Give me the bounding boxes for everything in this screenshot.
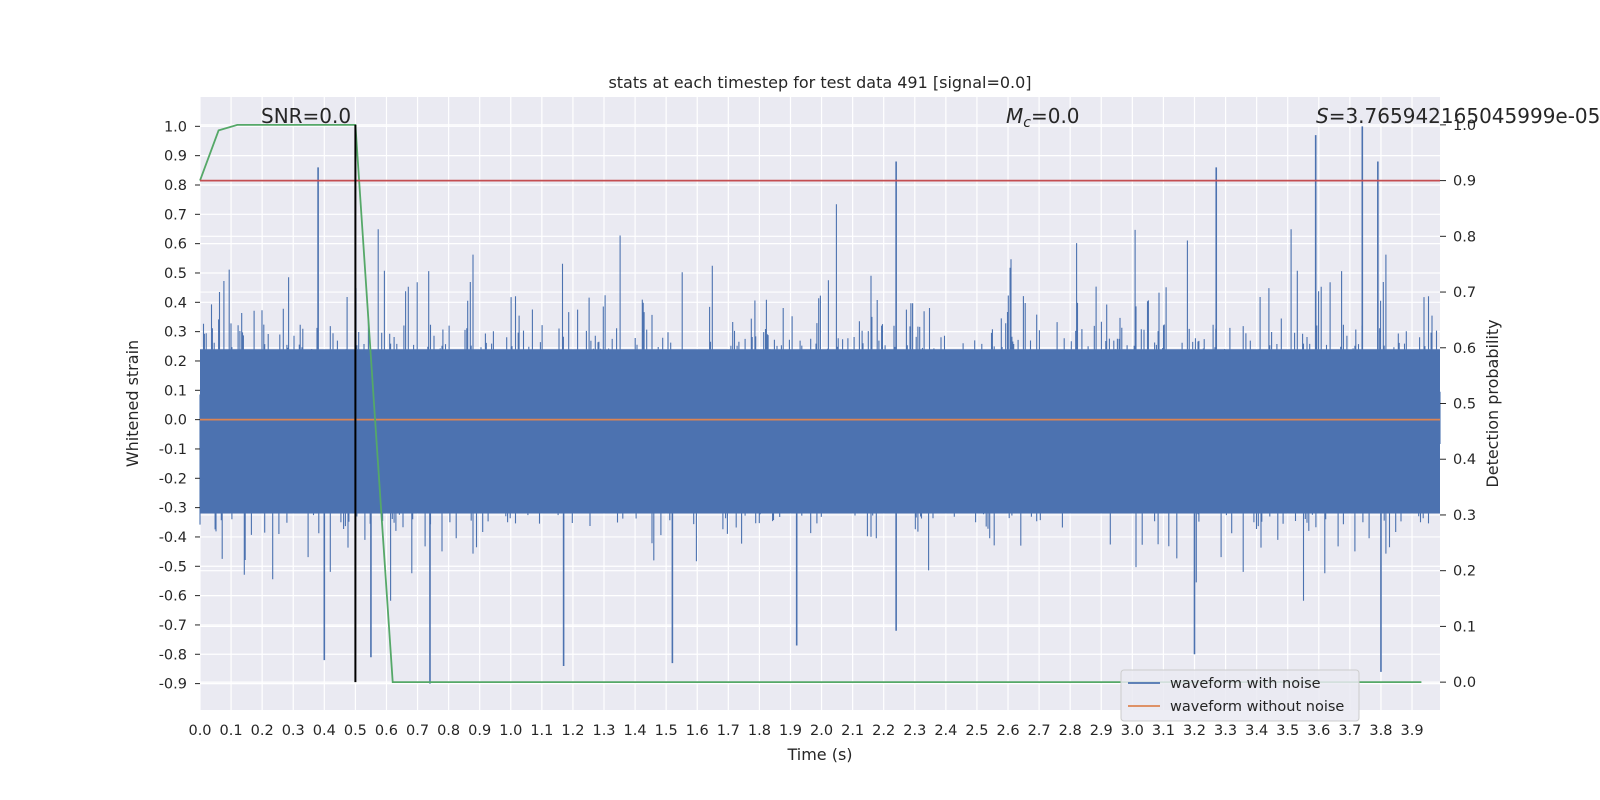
y-tick-label: 0.3	[164, 325, 187, 341]
legend-label: waveform with noise	[1170, 676, 1321, 692]
detection-probability-line	[199, 124, 1422, 683]
y-tick-label: 0.1	[164, 383, 187, 399]
x-tick-label: 0.3	[282, 723, 305, 739]
y-axis-label: Whitened strain	[123, 340, 142, 467]
x-tick-label: 2.0	[810, 723, 833, 739]
x-tick-label: 0.2	[251, 723, 274, 739]
y2-tick-label: 0.0	[1453, 675, 1476, 691]
x-tick-label: 2.2	[872, 723, 895, 739]
x-tick-label: 0.1	[220, 723, 243, 739]
y-tick-label: -0.4	[159, 530, 187, 546]
y-tick-label: 1.0	[164, 119, 187, 135]
x-tick-label: 2.5	[965, 723, 988, 739]
x-tick-label: 2.8	[1059, 723, 1082, 739]
x-tick-label: 2.3	[903, 723, 926, 739]
x-tick-label: 1.2	[561, 723, 584, 739]
x-tick-label: 3.2	[1183, 723, 1206, 739]
y-tick-label: 0.8	[164, 178, 187, 194]
x-tick-label: 1.7	[717, 723, 740, 739]
x-tick-label: 0.6	[375, 723, 398, 739]
x-axis-label: Time (s)	[786, 745, 852, 764]
x-tick-label: 2.7	[1028, 723, 1051, 739]
y-tick-label: 0.7	[164, 207, 187, 223]
snr-annotation: SNR=0.0	[261, 104, 351, 128]
x-tick-label: 1.3	[592, 723, 615, 739]
y2-tick-label: 0.1	[1453, 619, 1476, 635]
y-tick-label: 0.0	[164, 413, 187, 429]
noise-waveform-core	[200, 349, 1440, 514]
x-tick-label: 2.1	[841, 723, 864, 739]
x-tick-label: 3.1	[1152, 723, 1175, 739]
x-tick-label: 0.0	[188, 723, 211, 739]
chart-title: stats at each timestep for test data 491…	[608, 73, 1031, 92]
y-tick-label: -0.5	[159, 559, 187, 575]
x-tick-label: 0.4	[313, 723, 336, 739]
y2-tick-label: 0.6	[1453, 341, 1476, 357]
y-tick-label: 0.9	[164, 149, 187, 165]
y-tick-label: -0.9	[159, 677, 187, 693]
y-tick-label: -0.7	[159, 618, 187, 634]
legend-box	[1120, 669, 1360, 722]
x-tick-label: 3.9	[1400, 723, 1423, 739]
y-tick-label: 0.2	[164, 354, 187, 370]
x-tick-label: 3.0	[1121, 723, 1144, 739]
x-tick-label: 3.8	[1369, 723, 1392, 739]
x-tick-label: 2.4	[934, 723, 957, 739]
x-tick-label: 1.4	[624, 723, 647, 739]
x-tick-label: 1.1	[530, 723, 553, 739]
y2-tick-label: 0.3	[1453, 508, 1476, 524]
y2-tick-label: 0.5	[1453, 397, 1476, 413]
x-tick-label: 0.7	[406, 723, 429, 739]
y-tick-label: -0.3	[159, 501, 187, 517]
x-tick-label: 3.3	[1214, 723, 1237, 739]
y-tick-label: -0.6	[159, 589, 187, 605]
y-tick-label: -0.2	[159, 471, 187, 487]
y2-axis-label: Detection probability	[1483, 319, 1502, 487]
y-tick-label: 0.6	[164, 237, 187, 253]
x-tick-label: 1.5	[655, 723, 678, 739]
x-tick-label: 0.9	[468, 723, 491, 739]
y-tick-label: -0.1	[159, 442, 187, 458]
x-tick-label: 3.4	[1245, 723, 1268, 739]
y2-tick-label: 0.2	[1453, 564, 1476, 580]
y-tick-label: 0.5	[164, 266, 187, 282]
x-tick-label: 0.5	[344, 723, 367, 739]
y2-tick-label: 0.4	[1453, 452, 1476, 468]
y-tick-label: -0.8	[159, 647, 187, 663]
y2-tick-label: 0.7	[1453, 285, 1476, 301]
y2-tick-label: 0.8	[1453, 229, 1476, 245]
mc-annotation: Mc=0.0	[1006, 104, 1080, 131]
y-tick-label: 0.4	[164, 295, 187, 311]
legend-label: waveform without noise	[1170, 699, 1344, 715]
y2-tick-label: 1.0	[1453, 118, 1476, 134]
x-tick-label: 1.9	[779, 723, 802, 739]
x-tick-label: 3.7	[1338, 723, 1361, 739]
s-annotation: S=3.765942165045999e-05	[1316, 104, 1600, 128]
x-tick-label: 1.8	[748, 723, 771, 739]
x-tick-label: 0.8	[437, 723, 460, 739]
x-tick-label: 1.0	[499, 723, 522, 739]
legend: waveform with noise waveform without nois…	[1120, 669, 1360, 722]
y2-tick-label: 0.9	[1453, 174, 1476, 190]
x-tick-label: 2.9	[1090, 723, 1113, 739]
x-tick-label: 3.6	[1307, 723, 1330, 739]
x-tick-label: 3.5	[1276, 723, 1299, 739]
x-tick-label: 1.6	[686, 723, 709, 739]
x-tick-label: 2.6	[996, 723, 1019, 739]
